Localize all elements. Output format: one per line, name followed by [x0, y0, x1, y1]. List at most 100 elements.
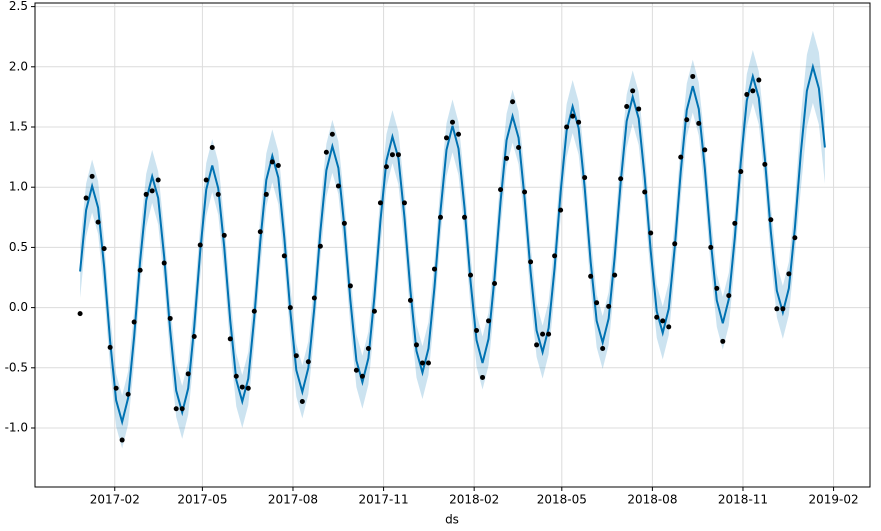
- y-tick-label: 0.5: [9, 240, 28, 254]
- plot-frame: [34, 2, 871, 488]
- observed-point: [443, 135, 449, 141]
- observed-point: [257, 229, 263, 235]
- observed-point: [474, 327, 480, 333]
- x-tick-label: 2017-05: [177, 493, 227, 507]
- observed-point: [317, 243, 323, 249]
- observed-point: [77, 311, 83, 317]
- observed-point: [756, 77, 762, 83]
- observed-point: [666, 324, 672, 330]
- observed-point: [155, 177, 161, 183]
- observed-point: [732, 220, 738, 226]
- x-tick-label: 2018-05: [537, 493, 587, 507]
- observed-point: [137, 267, 143, 273]
- observed-point: [197, 242, 203, 248]
- observed-point: [191, 334, 197, 340]
- observed-point: [239, 384, 245, 390]
- y-tick-label: 1.0: [9, 180, 28, 194]
- observed-point: [522, 189, 528, 195]
- observed-point: [768, 217, 774, 223]
- x-tick-label: 2018-11: [718, 493, 768, 507]
- observed-point: [702, 147, 708, 153]
- observed-point: [510, 99, 516, 105]
- observed-point: [281, 253, 287, 259]
- uncertainty-band: [80, 30, 825, 449]
- y-tick-label: 0.0: [9, 300, 28, 314]
- observed-point: [594, 300, 600, 306]
- observed-point: [407, 297, 413, 303]
- observed-point: [419, 360, 425, 366]
- y-tick-label: 2.0: [9, 59, 28, 73]
- observed-point: [359, 373, 365, 379]
- observed-point: [209, 144, 215, 150]
- observed-point: [582, 175, 588, 181]
- observed-point: [371, 308, 377, 314]
- observed-point: [678, 154, 684, 160]
- observed-point: [456, 131, 462, 137]
- observed-point: [612, 272, 618, 278]
- observed-point: [353, 367, 359, 373]
- observed-point: [311, 295, 317, 301]
- observed-point: [269, 159, 275, 165]
- observed-point: [780, 306, 786, 312]
- observed-point: [143, 191, 149, 197]
- observed-point: [395, 152, 401, 158]
- observed-point: [377, 200, 383, 206]
- observed-point: [570, 113, 576, 119]
- observed-point: [606, 303, 612, 309]
- observed-point: [750, 88, 756, 94]
- observed-point: [83, 195, 89, 201]
- observed-point: [401, 200, 407, 206]
- observed-point: [329, 131, 335, 137]
- observed-point: [588, 273, 594, 279]
- x-tick-label: 2017-08: [268, 493, 318, 507]
- observed-point: [462, 214, 468, 220]
- observed-point: [389, 152, 395, 158]
- observed-point: [335, 183, 341, 189]
- observed-point: [660, 318, 666, 324]
- y-tick-label: -0.5: [5, 360, 28, 374]
- observed-point: [431, 266, 437, 272]
- observed-point: [630, 88, 636, 94]
- observed-point: [233, 373, 239, 379]
- observed-point: [708, 244, 714, 250]
- observed-point: [564, 124, 570, 130]
- x-tick-label: 2018-08: [627, 493, 677, 507]
- observed-point: [305, 359, 311, 365]
- observed-point: [540, 331, 546, 337]
- observed-point: [534, 342, 540, 348]
- observed-point: [486, 318, 492, 324]
- observed-point: [480, 374, 486, 380]
- observed-point: [89, 173, 95, 179]
- observed-point: [498, 187, 504, 193]
- observed-point: [119, 437, 125, 443]
- observed-point: [113, 385, 119, 391]
- forecast-line: [79, 62, 826, 426]
- observed-point: [299, 399, 305, 405]
- observed-point: [275, 163, 281, 169]
- observed-point: [101, 246, 107, 252]
- observed-point: [624, 104, 630, 110]
- observed-point: [726, 293, 732, 299]
- y-tick-label: 2.5: [9, 0, 28, 13]
- observed-point: [774, 306, 780, 312]
- observed-point: [786, 271, 792, 277]
- observed-point: [600, 346, 606, 352]
- observed-point: [468, 272, 474, 278]
- x-tick-label: 2017-11: [359, 493, 409, 507]
- observed-point: [437, 214, 443, 220]
- observed-point: [450, 119, 455, 125]
- observed-point: [576, 119, 582, 125]
- x-tick-label: 2019-02: [808, 493, 858, 507]
- observed-point: [552, 253, 558, 259]
- observed-point: [149, 188, 155, 194]
- observed-point: [504, 155, 510, 161]
- observed-point: [696, 120, 702, 126]
- y-tick-label: 1.5: [9, 120, 28, 134]
- observed-point: [383, 164, 389, 170]
- observed-point: [347, 283, 353, 289]
- observed-point: [323, 149, 329, 155]
- observed-point: [672, 241, 678, 247]
- observed-point: [215, 191, 221, 197]
- x-tick-label: 2018-02: [449, 493, 499, 507]
